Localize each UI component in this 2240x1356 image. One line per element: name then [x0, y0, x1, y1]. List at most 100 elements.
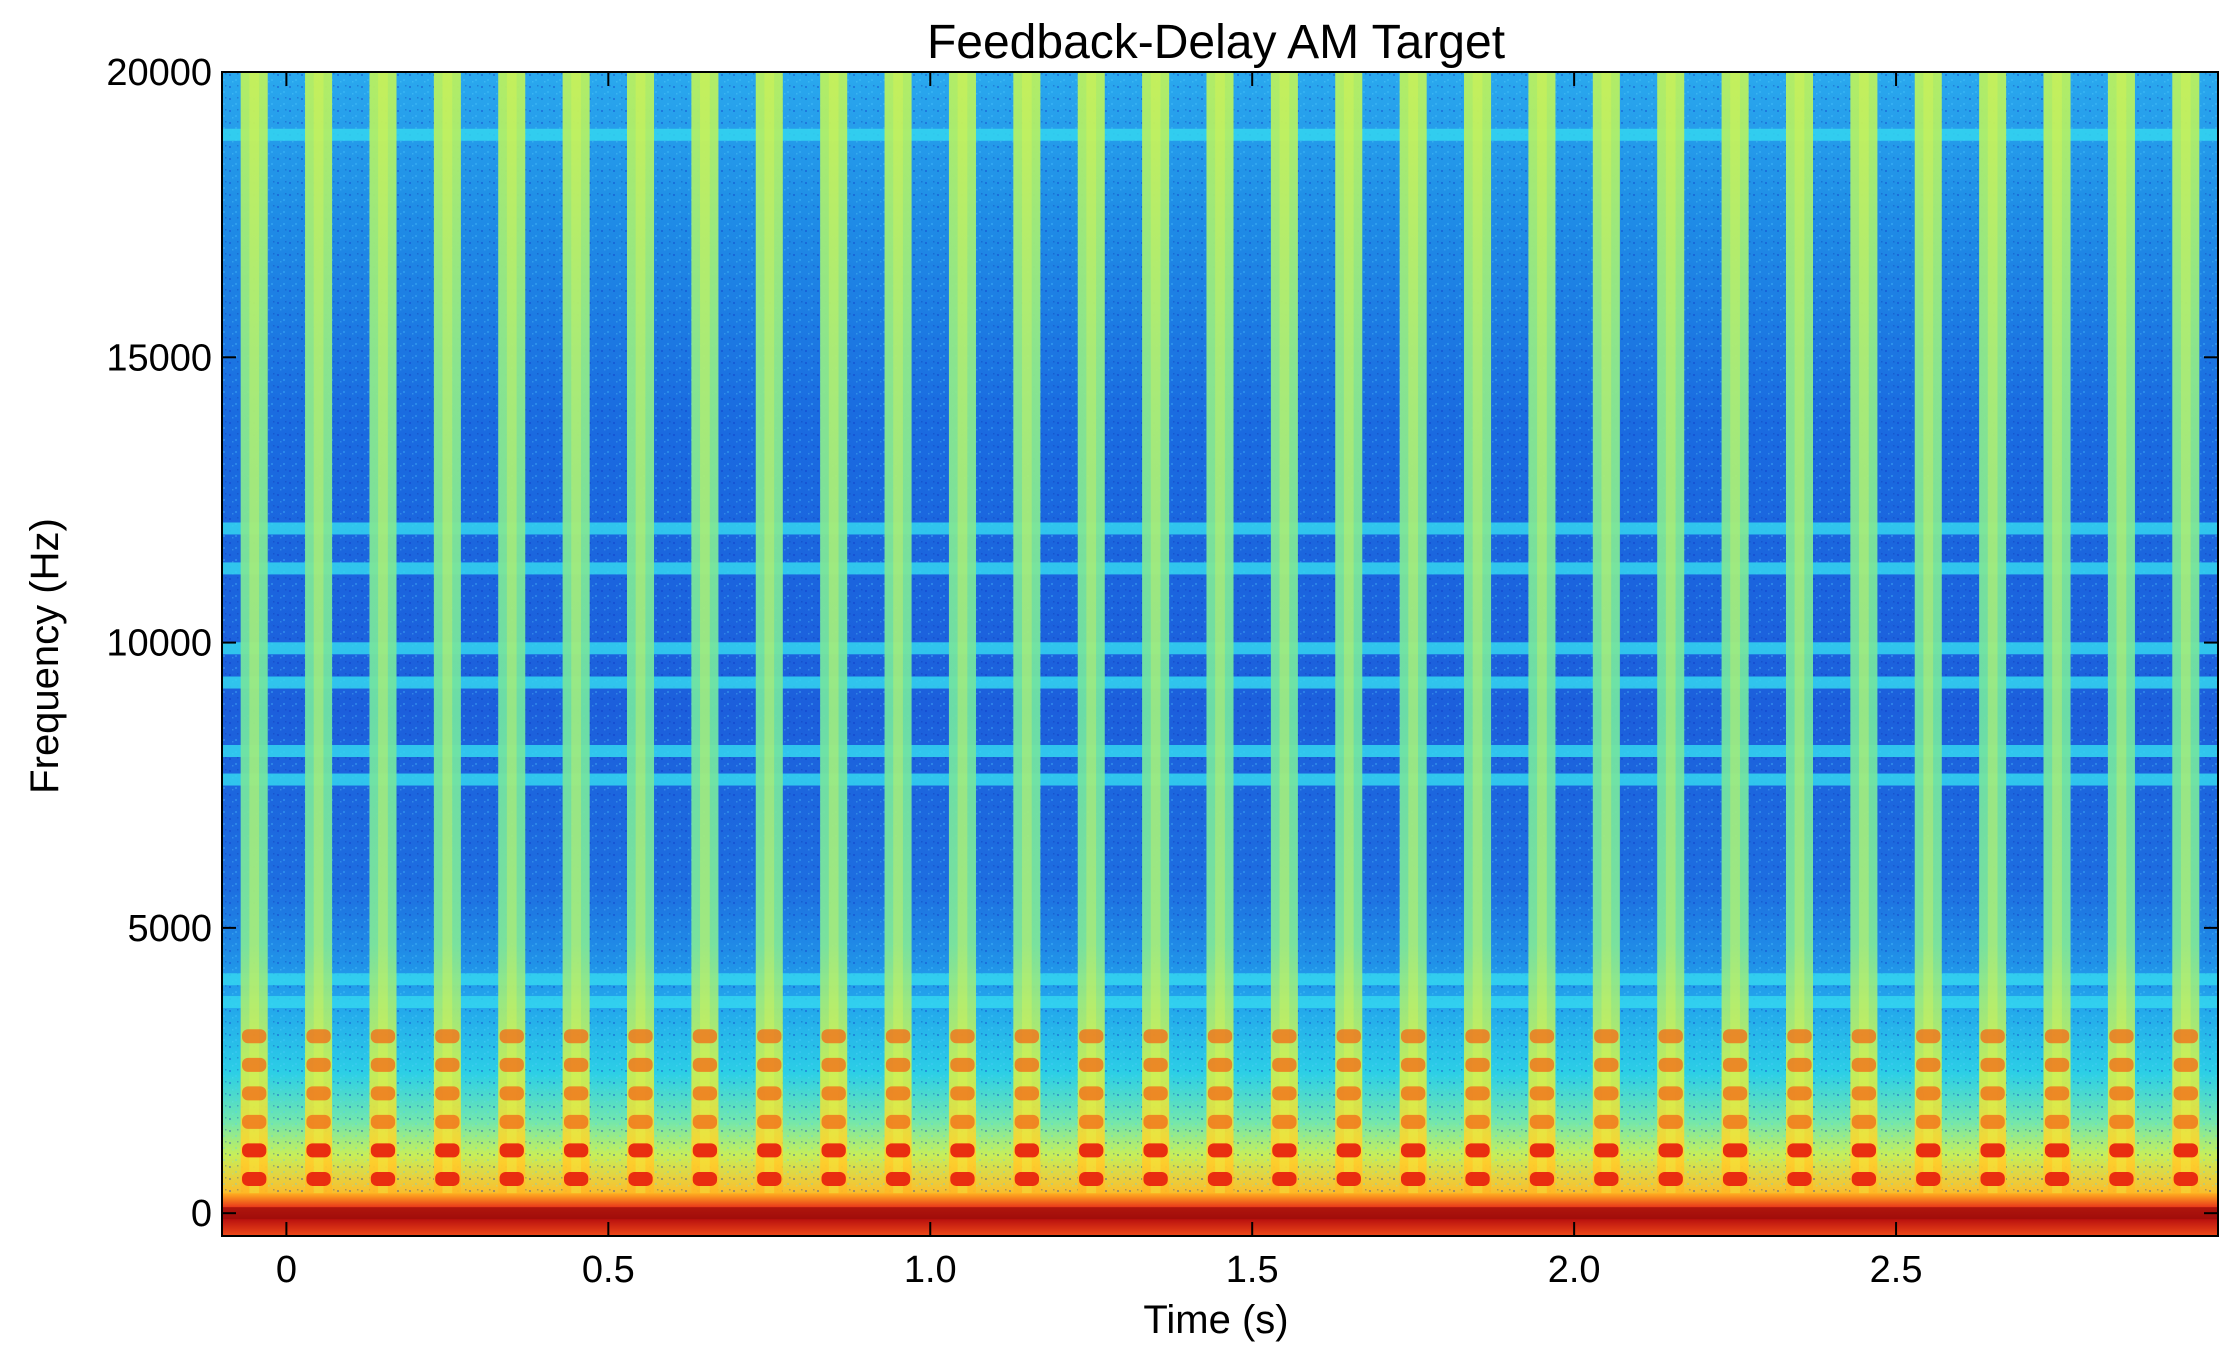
harmonic-blob [1336, 1171, 1361, 1186]
harmonic-blob [370, 1114, 396, 1129]
pulse-stripe-core [442, 72, 453, 1236]
harmonic-blob [1079, 1057, 1104, 1072]
harmonic-blob [1272, 1171, 1297, 1186]
harmonic-blob [563, 1086, 589, 1101]
harmonic-blob [1658, 1029, 1683, 1044]
harmonic-blob [1722, 1171, 1748, 1186]
harmonic-blob [1980, 1029, 2005, 1044]
harmonic-blob [2044, 1086, 2070, 1101]
harmonic-blob [1722, 1143, 1748, 1158]
pulse-stripe-core [378, 72, 388, 1236]
harmonic-blob [885, 1171, 911, 1186]
harmonic-blob [2173, 1057, 2198, 1072]
harmonic-blob [1594, 1171, 1619, 1186]
pulse-stripe-core [1279, 72, 1290, 1236]
pulse-stripe-core [1408, 72, 1419, 1236]
harmonic-blob [1400, 1086, 1426, 1101]
harmonic-blob [1143, 1143, 1168, 1158]
x-tick-label: 1.0 [904, 1249, 957, 1291]
harmonic-blob [1916, 1143, 1941, 1158]
harmonic-blob [1079, 1114, 1104, 1129]
pulse-stripe-core [2116, 72, 2127, 1236]
harmonic-blob [1014, 1171, 1040, 1186]
y-tick-label: 15000 [106, 337, 212, 379]
harmonic-blob [1336, 1057, 1361, 1072]
harmonic-blob [692, 1029, 718, 1044]
harmonic-blob [563, 1029, 589, 1044]
harmonic-blob [1207, 1171, 1233, 1186]
harmonic-blob [2109, 1143, 2134, 1158]
harmonic-blob [563, 1114, 589, 1129]
harmonic-blob [628, 1086, 653, 1101]
harmonic-blob [950, 1086, 975, 1101]
harmonic-blob [1594, 1029, 1619, 1044]
harmonic-blob [563, 1143, 589, 1158]
harmonic-blob [370, 1029, 396, 1044]
harmonic-blob [306, 1086, 331, 1101]
harmonic-blob [628, 1171, 653, 1186]
harmonic-blob [435, 1057, 460, 1072]
harmonic-blob [2173, 1086, 2198, 1101]
harmonic-blob [1336, 1114, 1361, 1129]
harmonic-blob [692, 1057, 718, 1072]
harmonic-blob [1722, 1086, 1748, 1101]
harmonic-blob [2173, 1171, 2198, 1186]
harmonic-blob [1465, 1143, 1490, 1158]
harmonic-blob [1465, 1171, 1490, 1186]
harmonic-blob [435, 1171, 460, 1186]
harmonic-blob [1143, 1114, 1168, 1129]
harmonic-blob [2044, 1057, 2070, 1072]
pulse-stripe-core [249, 72, 260, 1236]
harmonic-blob [1400, 1143, 1426, 1158]
pulse-stripe-core [1923, 72, 1934, 1236]
harmonic-blob [821, 1171, 846, 1186]
harmonic-blob [2109, 1171, 2134, 1186]
harmonic-blob [1529, 1029, 1555, 1044]
pulse-stripe-core [313, 72, 324, 1236]
harmonic-blob [628, 1057, 653, 1072]
harmonic-blob [2044, 1171, 2070, 1186]
harmonic-blob [1272, 1114, 1297, 1129]
harmonic-blob [2173, 1029, 2198, 1044]
harmonic-blob [563, 1171, 589, 1186]
x-tick-label: 0 [276, 1249, 297, 1291]
harmonic-blob [821, 1029, 846, 1044]
harmonic-blob [1529, 1143, 1555, 1158]
harmonic-blob [1529, 1057, 1555, 1072]
harmonic-blob [1787, 1086, 1812, 1101]
harmonic-blob [563, 1057, 589, 1072]
harmonic-blob [1722, 1057, 1748, 1072]
harmonic-blob [692, 1114, 718, 1129]
harmonic-blob [1594, 1143, 1619, 1158]
harmonic-blob [1980, 1057, 2005, 1072]
harmonic-blob [628, 1114, 653, 1129]
pulse-stripe-core [1472, 72, 1483, 1236]
harmonic-blob [692, 1086, 718, 1101]
pulse-stripe-core [957, 72, 968, 1236]
x-tick-label: 0.5 [582, 1249, 635, 1291]
harmonic-blob [950, 1171, 975, 1186]
harmonic-blob [1787, 1057, 1812, 1072]
pulse-stripe-core [1021, 72, 1032, 1236]
harmonic-blob [1594, 1086, 1619, 1101]
harmonic-blob [950, 1143, 975, 1158]
x-tick-label: 2.5 [1870, 1249, 1923, 1291]
harmonic-blob [821, 1057, 846, 1072]
harmonic-blob [692, 1171, 718, 1186]
y-tick-label: 10000 [106, 623, 212, 665]
pulse-stripe-core [1987, 72, 1998, 1236]
harmonic-blob [1658, 1057, 1683, 1072]
harmonic-blob [1658, 1171, 1683, 1186]
harmonic-blob [499, 1143, 524, 1158]
harmonic-blob [1851, 1029, 1877, 1044]
harmonic-blob [757, 1114, 782, 1129]
harmonic-blob [1400, 1114, 1426, 1129]
harmonic-blob [1594, 1114, 1619, 1129]
harmonic-blob [499, 1114, 524, 1129]
harmonic-blob [1658, 1086, 1683, 1101]
harmonic-blob [306, 1143, 331, 1158]
pulse-stripe-core [893, 72, 903, 1236]
harmonic-blob [1980, 1171, 2005, 1186]
spectrogram-plot-area [221, 71, 2219, 1237]
harmonic-blob [1014, 1143, 1040, 1158]
